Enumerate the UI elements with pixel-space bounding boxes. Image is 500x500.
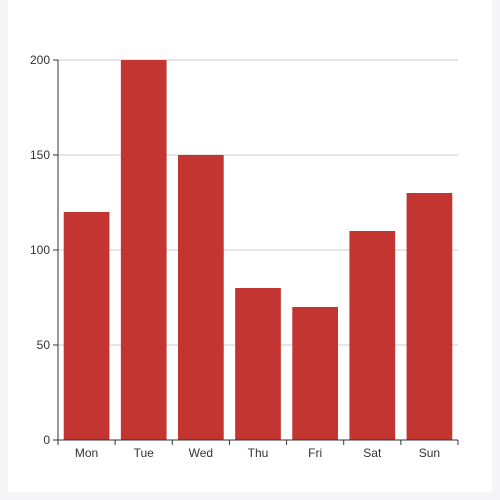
x-tick-label-mon: Mon xyxy=(75,446,98,460)
axes xyxy=(53,59,459,445)
bar-fri[interactable] xyxy=(292,307,338,440)
bar-sun[interactable] xyxy=(406,193,453,440)
y-tick-label: 100 xyxy=(30,243,50,257)
x-tick-label-fri: Fri xyxy=(308,446,322,460)
y-tick-label: 200 xyxy=(30,53,50,67)
x-tick-label-tue: Tue xyxy=(134,446,155,460)
x-tick-label-sat: Sat xyxy=(363,446,382,460)
x-tick-label-sun: Sun xyxy=(419,446,440,460)
x-tick-label-thu: Thu xyxy=(248,446,269,460)
y-tick-label: 150 xyxy=(30,148,50,162)
y-tick-label: 0 xyxy=(43,433,50,447)
bar-tue[interactable] xyxy=(120,60,167,440)
bar-mon[interactable] xyxy=(63,212,110,440)
bar-sat[interactable] xyxy=(349,231,396,440)
x-tick-label-wed: Wed xyxy=(189,446,213,460)
bars xyxy=(63,60,453,440)
bar-wed[interactable] xyxy=(178,155,224,440)
y-tick-label: 50 xyxy=(37,338,51,352)
tick-labels: 0 50 100 150 200 Mon Tue Wed Thu Fri Sat Sun xyxy=(30,53,440,460)
bar-thu[interactable] xyxy=(235,288,281,440)
